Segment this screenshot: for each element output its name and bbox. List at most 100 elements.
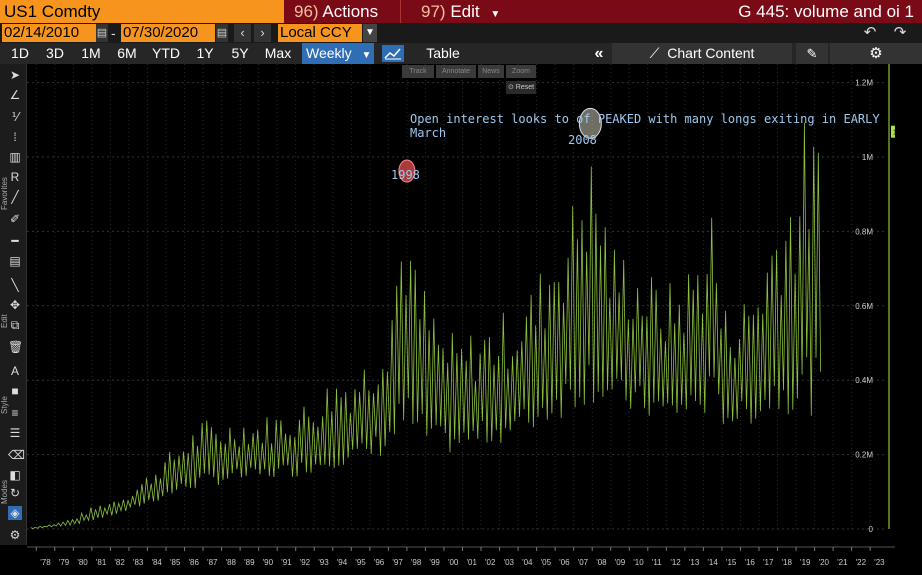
x-tick-label: '05 <box>541 558 552 567</box>
x-tick-label: '00 <box>448 558 459 567</box>
x-tick-label: '07 <box>578 558 589 567</box>
favorites-label: Favorites <box>0 177 9 210</box>
x-tick-label: '06 <box>559 558 570 567</box>
period-1m[interactable]: 1M <box>81 45 101 61</box>
y-tick-label: 1M <box>862 153 873 162</box>
copy-icon[interactable]: ⧉ <box>10 318 20 332</box>
x-tick-label: '78 <box>40 558 51 567</box>
calendar-icon[interactable]: ▤ <box>216 24 228 42</box>
eraser-icon[interactable]: ⌫ <box>8 448 25 462</box>
line-chart-icon[interactable] <box>382 45 404 62</box>
pencil-icon[interactable]: ✐ <box>9 212 21 226</box>
x-tick-label: '01 <box>466 558 477 567</box>
currency-field[interactable]: Local CCY <box>278 24 362 42</box>
x-tick-label: '03 <box>504 558 515 567</box>
x-tick-label: '87 <box>207 558 218 567</box>
actions-menu[interactable]: 96) Actions ▼ <box>286 0 398 43</box>
x-tick-label: '80 <box>77 558 88 567</box>
period-ytd[interactable]: YTD <box>152 45 180 61</box>
x-tick-label: '93 <box>318 558 329 567</box>
period-6m[interactable]: 6M <box>117 45 137 61</box>
news-label: News <box>482 68 500 75</box>
marker-1998 <box>398 159 416 183</box>
calendar-icon[interactable]: ▤ <box>96 24 108 42</box>
line-icon[interactable]: ━ <box>11 234 19 248</box>
settings-icon[interactable]: ⚙ <box>9 528 21 542</box>
period-1d[interactable]: 1D <box>11 45 29 61</box>
gear-icon[interactable]: ⚙ <box>830 43 922 64</box>
reset-label: Reset <box>515 84 535 91</box>
line-style-icon[interactable]: ≡ <box>11 406 19 420</box>
x-tick-label: '17 <box>763 558 774 567</box>
x-tick-label: '22 <box>856 558 867 567</box>
news-button[interactable]: News <box>478 65 504 78</box>
text-icon[interactable]: A <box>10 364 19 378</box>
chevron-left-icon[interactable]: ‹ <box>234 24 251 42</box>
x-tick-label: '10 <box>633 558 644 567</box>
x-tick-label: '83 <box>133 558 144 567</box>
x-tick-label: '20 <box>819 558 830 567</box>
channel-icon[interactable]: ▤ <box>9 254 21 268</box>
bar-icon[interactable]: ▥ <box>9 150 21 164</box>
x-tick-label: '84 <box>151 558 162 567</box>
fill-icon[interactable]: ■ <box>11 384 19 398</box>
refresh-icon[interactable]: ↻ <box>9 486 21 500</box>
period-1y[interactable]: 1Y <box>196 45 214 61</box>
chart-content-button[interactable]: ⟋ Chart Content <box>612 43 792 64</box>
annotate-button[interactable]: Annotate <box>436 65 476 78</box>
y-tick-label: 1.2M <box>855 79 873 88</box>
modes-section-label: Modes <box>0 479 9 504</box>
cursor-icon[interactable]: ➤ <box>9 68 21 82</box>
edit-menu[interactable]: 97) Edit ▼ <box>400 0 510 23</box>
x-tick-label: '91 <box>281 558 292 567</box>
x-tick-label: '92 <box>300 558 311 567</box>
ticker-field[interactable]: US1 Comdty <box>0 0 284 23</box>
end-date-field[interactable]: 07/30/2020 <box>121 24 215 42</box>
edit-section-label: Edit <box>0 314 9 328</box>
frequency-dropdown[interactable]: Weekly ▼ <box>302 43 374 64</box>
collapse-icon[interactable]: « <box>594 45 604 62</box>
x-tick-label: '19 <box>800 558 811 567</box>
chevron-down-icon: ▼ <box>490 9 501 20</box>
redo-icon[interactable]: ↷ <box>893 24 907 41</box>
mode-icon[interactable]: ◈ <box>8 506 22 520</box>
x-tick-label: '21 <box>837 558 848 567</box>
period-3d[interactable]: 3D <box>46 45 64 61</box>
start-date-field[interactable]: 02/14/2010 <box>2 24 96 42</box>
series-line <box>30 122 821 529</box>
move-icon[interactable]: ✥ <box>9 298 21 312</box>
chevron-right-icon[interactable]: › <box>254 24 271 42</box>
brush-icon[interactable]: ╱ <box>11 190 19 204</box>
track-button[interactable]: Track <box>402 65 434 78</box>
actions-label: Actions <box>322 2 379 21</box>
draw-icon[interactable]: ╲ <box>11 278 19 292</box>
pen-icon[interactable]: ✎ <box>796 43 828 64</box>
marker-2008 <box>578 107 602 139</box>
trash-icon[interactable]: 🗑 <box>8 340 24 354</box>
trendline-icon[interactable]: ∠ <box>9 88 21 102</box>
actions-number: 96) <box>294 2 319 21</box>
annotation-1998[interactable]: 1998 <box>391 168 420 182</box>
line-weight-icon[interactable]: ☰ <box>9 426 21 440</box>
tab-table[interactable]: Table <box>426 45 460 61</box>
period-5y[interactable]: 5Y <box>231 45 249 61</box>
last-value-tag <box>891 125 895 138</box>
chevron-down-icon[interactable]: ▼ <box>363 24 377 42</box>
undo-icon[interactable]: ↶ <box>863 24 877 41</box>
fib-icon[interactable]: ⁞ <box>13 130 17 144</box>
percent-icon[interactable]: ⅟ <box>11 110 19 124</box>
zoom-button[interactable]: Zoom <box>506 65 536 78</box>
last-value-label: 1.068M <box>893 130 895 137</box>
zoom-label: Zoom <box>512 68 530 75</box>
plot-area[interactable]: 0 0.2M 0.4M 0.6M 0.8M 1M 1.2M 1.068M <box>27 64 895 545</box>
x-tick-label: '04 <box>522 558 533 567</box>
x-tick-label: '16 <box>744 558 755 567</box>
layers-icon[interactable]: ◧ <box>9 468 21 482</box>
period-max[interactable]: Max <box>264 45 292 61</box>
reset-button[interactable]: ⊙ Reset <box>506 81 536 94</box>
regression-icon[interactable]: R <box>10 170 20 184</box>
annotation-2008[interactable]: 2008 <box>568 133 597 147</box>
x-tick-label: '23 <box>874 558 885 567</box>
x-tick-label: '86 <box>189 558 200 567</box>
annotation-text[interactable]: Open interest looks to of PEAKED with ma… <box>410 112 880 140</box>
